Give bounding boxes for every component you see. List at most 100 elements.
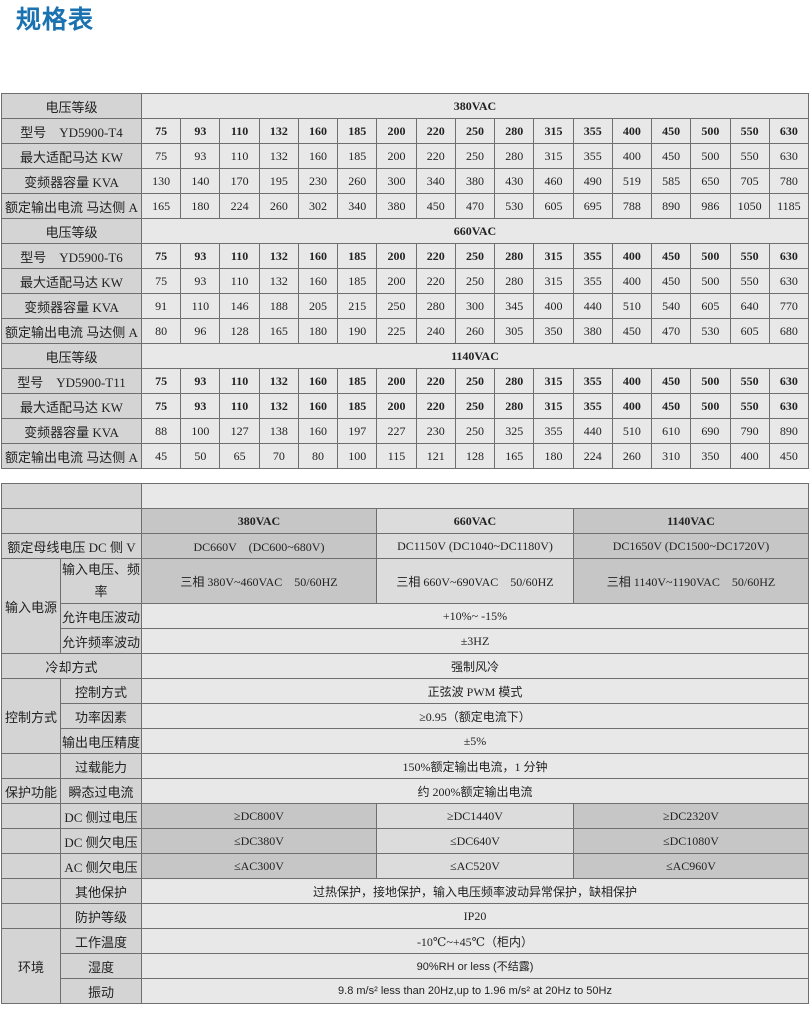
model-cell: 93 [180,118,221,144]
model-cell: 400 [611,368,653,394]
value-cell: 470 [454,193,496,219]
row-label: 额定母线电压 DC 侧 V [1,533,142,559]
model-cell: 315 [533,243,574,269]
value-cell: 250 [376,293,417,319]
model-cell: 500 [690,368,731,394]
row-label: 变频器容量 KVA [1,293,142,319]
value-cell: 770 [768,293,810,319]
value-cell: 220 [415,268,456,294]
value-cell: 400 [611,268,653,294]
value-cell: 224 [219,193,260,219]
value-cell: 160 [297,418,339,444]
value-cell: 260 [258,193,299,219]
value-cell: 185 [337,393,378,419]
value-cell: 450 [651,143,692,169]
input-voltage-row: 输入电源 输入电压、频率 三相 380V~460VAC 50/60HZ 三相 6… [1,558,809,654]
cell: DC1150V (DC1040~DC1180V) [376,533,574,559]
cell: 150%额定输出电流，1 分钟 [141,753,809,779]
value-cell: 300 [376,168,417,194]
value-cell: 500 [690,393,731,419]
value-cell: 260 [454,318,496,344]
row-label: 防护等级 [60,903,142,929]
row-label: DC 侧过电压 [60,803,142,829]
value-cell: 315 [533,268,574,294]
page-title: 规格表 [16,5,95,34]
value-cell: 110 [180,293,221,319]
row-label: 工作温度 [60,928,142,954]
value-cell: 550 [729,143,770,169]
model-cell: 500 [690,118,731,144]
row-label: 允许频率波动 [60,628,142,654]
model-cell: 400 [611,118,653,144]
table-row: 最大适配马达 KW 75 93 110 132 160 185 200 220 250 280 315… [1,393,810,419]
cell: ≤AC300V [141,853,377,879]
model-cell: 450 [651,243,692,269]
cell: ±5% [141,728,809,754]
model-row: 型号 YD5900-T11 75 93 110 132 160 185 200 220 250 28… [1,368,810,394]
value-cell: 450 [611,318,653,344]
value-cell: 132 [258,268,299,294]
value-cell: 96 [180,318,221,344]
value-cell: 195 [258,168,299,194]
row-label: 变频器容量 KVA [1,418,142,444]
value-cell: 310 [651,443,692,469]
value-cell: 100 [180,418,221,444]
model-cell: 280 [494,118,535,144]
value-cell: 380 [572,318,613,344]
model-cell: 550 [729,368,770,394]
value-cell: 519 [611,168,653,194]
value-cell: 355 [572,143,613,169]
blank-cell [1,483,142,509]
model-cell: 355 [572,243,613,269]
general-spec-table: 380VAC 660VAC 1140VAC 额定母线电压 DC 侧 V DC66… [1,483,809,1004]
model-cell: 315 [533,118,574,144]
value-cell: 215 [337,293,378,319]
model-cell: 280 [494,243,535,269]
model-cell: 185 [337,118,378,144]
model-cell: 315 [533,368,574,394]
model-cell: 132 [258,243,299,269]
value-cell: 400 [533,293,574,319]
value-cell: 65 [219,443,260,469]
blank-cell [1,828,61,854]
model-cell: 132 [258,118,299,144]
blank-cell [1,508,142,534]
cell: ≤AC520V [376,853,574,879]
model-cell: 93 [180,368,221,394]
value-cell: 550 [729,393,770,419]
value-cell: 220 [415,143,456,169]
row-label: 电压等级 [1,218,142,244]
cell: 约 200%额定输出电流 [141,778,809,804]
value-cell: 180 [180,193,221,219]
value-cell: 986 [690,193,731,219]
row-label: 控制方式 [60,678,142,704]
value-cell: 302 [297,193,339,219]
value-cell: 88 [140,418,182,444]
row-label: 冷却方式 [1,653,142,679]
value-cell: 80 [297,443,339,469]
model-row: 型号 YD5900-T4 75 93 110 132 160 185 200 220 250 280… [1,118,810,144]
value-cell: 197 [337,418,378,444]
value-cell: 500 [690,268,731,294]
value-cell: 130 [140,168,182,194]
value-cell: 190 [337,318,378,344]
value-cell: 230 [297,168,339,194]
value-cell: 128 [219,318,260,344]
header-1140: 1140VAC [573,508,809,534]
value-cell: 180 [297,318,339,344]
voltage-value: 1140VAC [141,343,809,369]
model-cell: 200 [376,118,417,144]
value-cell: 540 [651,293,692,319]
value-cell: 250 [454,393,496,419]
value-cell: 400 [729,443,770,469]
model-cell: 110 [219,368,260,394]
voltage-value: 380VAC [141,93,809,119]
value-cell: 530 [494,193,535,219]
value-cell: 165 [140,193,182,219]
voltage-value: 660VAC [141,218,809,244]
table-row: 变频器容量 KVA 91 110 146 188 205 215 250 280 300 345 40… [1,293,810,319]
header-380: 380VAC [141,508,377,534]
cell: ≥DC1440V [376,803,574,829]
value-cell: 350 [533,318,574,344]
row-label: 湿度 [60,953,142,979]
